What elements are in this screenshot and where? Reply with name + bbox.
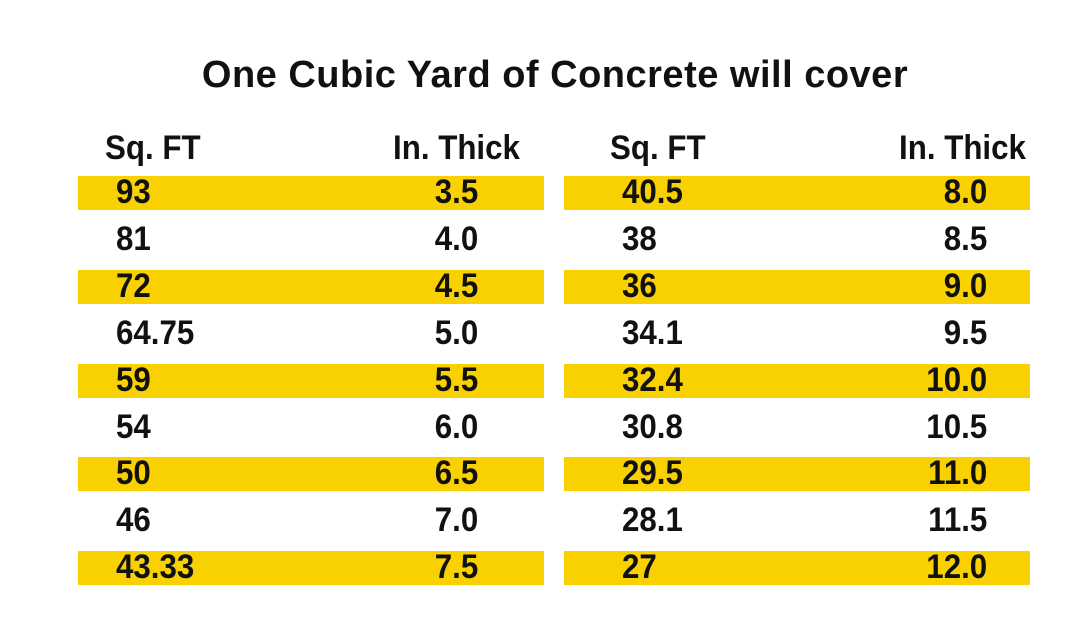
table-row: 43.33 7.5: [78, 547, 544, 593]
row-highlight-band: [564, 176, 1030, 210]
in-thick-cell: 4.5: [434, 266, 478, 305]
row-highlight-band: [564, 551, 1030, 586]
in-thick-cell: 5.5: [434, 360, 478, 399]
left-header-in-thick: In. Thick: [393, 129, 520, 167]
sq-ft-cell: 40.5: [622, 173, 683, 211]
row-highlight-band: [564, 269, 1030, 304]
right-header-sq-ft: Sq. FT: [610, 129, 706, 167]
in-thick-cell: 12.0: [926, 548, 987, 587]
in-thick-cell: 9.0: [943, 266, 987, 305]
table-row: 59 5.5: [78, 360, 544, 406]
page-title: One Cubic Yard of Concrete will cover: [201, 54, 909, 96]
row-highlight-band: [78, 457, 544, 492]
table-row: 36 9.0: [564, 266, 1030, 312]
sq-ft-cell: 32.4: [622, 360, 683, 399]
in-thick-cell: 10.5: [926, 407, 987, 446]
in-thick-cell: 8.5: [943, 219, 987, 258]
sq-ft-cell: 27: [622, 548, 657, 587]
table-row: 50 6.5: [78, 453, 544, 499]
sq-ft-cell: 64.75: [116, 313, 195, 352]
sq-ft-cell: 46: [116, 501, 151, 540]
in-thick-cell: 6.5: [434, 454, 478, 493]
table-row: 40.5 8.0: [564, 172, 1030, 218]
in-thick-cell: 11.0: [927, 454, 987, 493]
table-row: 30.8 10.5: [564, 407, 1030, 453]
table-row: 64.75 5.0: [78, 313, 544, 359]
in-thick-cell: 7.0: [434, 501, 478, 540]
sq-ft-cell: 43.33: [116, 548, 195, 587]
table-row: 28.1 11.5: [564, 500, 1030, 546]
in-thick-cell: 4.0: [434, 219, 478, 258]
table-row: 81 4.0: [78, 219, 544, 265]
sq-ft-cell: 81: [116, 219, 151, 258]
sq-ft-cell: 36: [622, 266, 657, 305]
sq-ft-cell: 30.8: [622, 407, 683, 446]
sq-ft-cell: 93: [116, 173, 151, 211]
table-row: 32.4 10.0: [564, 360, 1030, 406]
table-row: 29.5 11.0: [564, 453, 1030, 499]
table-row: 72 4.5: [78, 266, 544, 312]
sq-ft-cell: 72: [116, 266, 151, 305]
sq-ft-cell: 34.1: [622, 313, 683, 352]
sq-ft-cell: 59: [116, 360, 151, 399]
in-thick-cell: 3.5: [434, 173, 478, 211]
table-row: 27 12.0: [564, 547, 1030, 593]
in-thick-cell: 11.5: [927, 501, 987, 540]
table-row: 38 8.5: [564, 219, 1030, 265]
table-row: 34.1 9.5: [564, 313, 1030, 359]
row-highlight-band: [78, 551, 544, 586]
row-highlight-band: [78, 363, 544, 398]
in-thick-cell: 5.0: [434, 313, 478, 352]
sq-ft-cell: 28.1: [622, 501, 683, 540]
in-thick-cell: 9.5: [943, 313, 987, 352]
in-thick-cell: 8.0: [943, 173, 987, 211]
left-header-sq-ft: Sq. FT: [105, 129, 201, 167]
sq-ft-cell: 50: [116, 454, 151, 493]
row-highlight-band: [564, 457, 1030, 492]
sq-ft-cell: 29.5: [622, 454, 683, 493]
sq-ft-cell: 54: [116, 407, 151, 446]
right-header-in-thick: In. Thick: [899, 129, 1026, 167]
in-thick-cell: 6.0: [434, 407, 478, 446]
table-row: 54 6.0: [78, 407, 544, 453]
row-highlight-band: [78, 269, 544, 304]
row-highlight-band: [564, 363, 1030, 398]
sq-ft-cell: 38: [622, 219, 657, 258]
in-thick-cell: 10.0: [926, 360, 987, 399]
in-thick-cell: 7.5: [434, 548, 478, 587]
row-highlight-band: [78, 176, 544, 210]
table-row: 46 7.0: [78, 500, 544, 546]
table-row: 93 3.5: [78, 172, 544, 218]
